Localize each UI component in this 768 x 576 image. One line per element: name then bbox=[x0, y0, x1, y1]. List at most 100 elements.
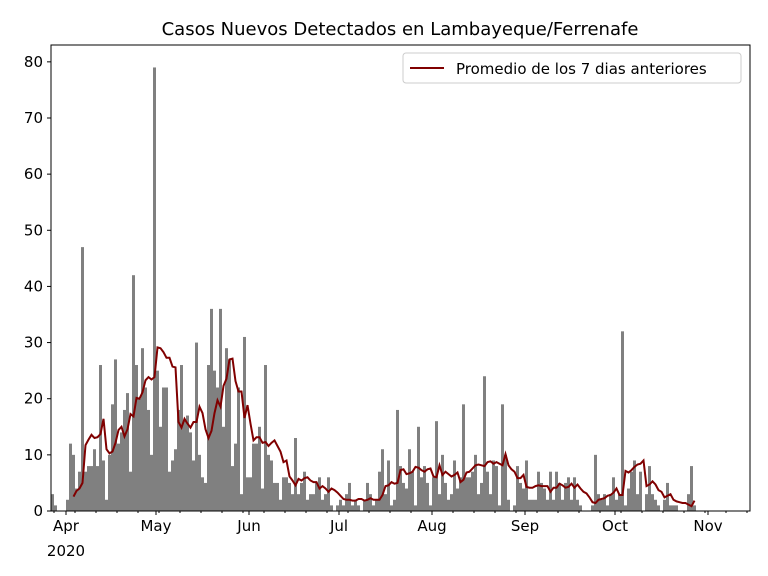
bar bbox=[117, 443, 120, 511]
bar bbox=[171, 460, 174, 511]
bar bbox=[216, 387, 219, 511]
x-tick-label: Jul bbox=[329, 517, 348, 535]
bar bbox=[357, 505, 360, 511]
bar bbox=[609, 494, 612, 511]
bar bbox=[426, 482, 429, 511]
bar bbox=[441, 454, 444, 511]
x-tick-label: Sep bbox=[511, 517, 539, 535]
chart-title: Casos Nuevos Detectados en Lambayeque/Fe… bbox=[162, 19, 639, 40]
bar bbox=[261, 488, 264, 511]
bar bbox=[192, 460, 195, 511]
bar bbox=[270, 460, 273, 511]
bar bbox=[411, 471, 414, 511]
x-tick: Jul bbox=[329, 511, 348, 535]
bar bbox=[687, 494, 690, 511]
bar bbox=[612, 477, 615, 511]
bar bbox=[177, 409, 180, 511]
bar bbox=[135, 365, 138, 511]
bar bbox=[534, 499, 537, 511]
bar bbox=[303, 471, 306, 511]
bar bbox=[420, 477, 423, 511]
y-axis: 0 10 20 30 40 50 60 70 80 bbox=[24, 53, 51, 520]
bar bbox=[102, 460, 105, 511]
x-tick-label: Jun bbox=[236, 517, 260, 535]
bar bbox=[393, 499, 396, 511]
bar bbox=[288, 482, 291, 511]
bar bbox=[633, 460, 636, 511]
y-tick: 0 bbox=[33, 502, 51, 520]
bar bbox=[222, 426, 225, 511]
bar bbox=[231, 466, 234, 511]
bar bbox=[369, 494, 372, 511]
bar bbox=[297, 494, 300, 511]
bar bbox=[405, 488, 408, 511]
bar bbox=[189, 432, 192, 511]
bar bbox=[675, 505, 678, 511]
bar bbox=[318, 477, 321, 511]
bar bbox=[654, 499, 657, 511]
bar bbox=[336, 505, 339, 511]
bar bbox=[210, 308, 213, 511]
y-tick: 40 bbox=[24, 277, 51, 295]
bar bbox=[153, 67, 156, 512]
bars bbox=[51, 67, 696, 512]
y-tick-label: 20 bbox=[24, 390, 43, 408]
bar bbox=[690, 466, 693, 511]
bar bbox=[384, 494, 387, 511]
bar bbox=[456, 488, 459, 511]
x-tick: Oct bbox=[602, 511, 628, 535]
x-tick-label: Nov bbox=[693, 517, 722, 535]
bar bbox=[258, 426, 261, 511]
bar bbox=[648, 466, 651, 511]
bar bbox=[123, 409, 126, 511]
bar bbox=[291, 494, 294, 511]
bar bbox=[144, 387, 147, 511]
bar bbox=[213, 370, 216, 511]
bar bbox=[81, 247, 84, 511]
bar bbox=[300, 482, 303, 511]
bar bbox=[363, 499, 366, 511]
bar bbox=[162, 387, 165, 511]
bar bbox=[606, 505, 609, 511]
bar bbox=[120, 432, 123, 511]
bar bbox=[693, 505, 696, 511]
bar bbox=[243, 336, 246, 511]
bar bbox=[516, 466, 519, 511]
bar bbox=[147, 409, 150, 511]
bar bbox=[150, 454, 153, 511]
bar bbox=[348, 482, 351, 511]
x-tick: Apr 2020 bbox=[47, 511, 85, 560]
x-tick: Aug bbox=[417, 511, 447, 535]
bar bbox=[90, 466, 93, 511]
bar bbox=[453, 460, 456, 511]
bar bbox=[480, 482, 483, 511]
bar bbox=[471, 471, 474, 511]
bar bbox=[570, 499, 573, 511]
bar bbox=[351, 505, 354, 511]
bar bbox=[66, 499, 69, 511]
bar bbox=[600, 499, 603, 511]
bar bbox=[552, 499, 555, 511]
bar bbox=[75, 488, 78, 511]
bar bbox=[174, 449, 177, 511]
bar bbox=[603, 494, 606, 511]
y-tick: 80 bbox=[24, 53, 51, 71]
y-tick-label: 70 bbox=[24, 109, 43, 127]
bar bbox=[99, 365, 102, 511]
bar bbox=[105, 499, 108, 511]
bar bbox=[435, 421, 438, 511]
bar bbox=[576, 499, 579, 511]
bar bbox=[246, 477, 249, 511]
bar bbox=[375, 499, 378, 511]
bar bbox=[252, 443, 255, 511]
bar bbox=[414, 505, 417, 511]
bar bbox=[129, 471, 132, 511]
bar bbox=[444, 482, 447, 511]
bar bbox=[636, 494, 639, 511]
bar bbox=[501, 404, 504, 511]
bar bbox=[573, 477, 576, 511]
bar bbox=[309, 494, 312, 511]
bar bbox=[372, 505, 375, 511]
bar bbox=[615, 499, 618, 511]
bar bbox=[522, 488, 525, 511]
